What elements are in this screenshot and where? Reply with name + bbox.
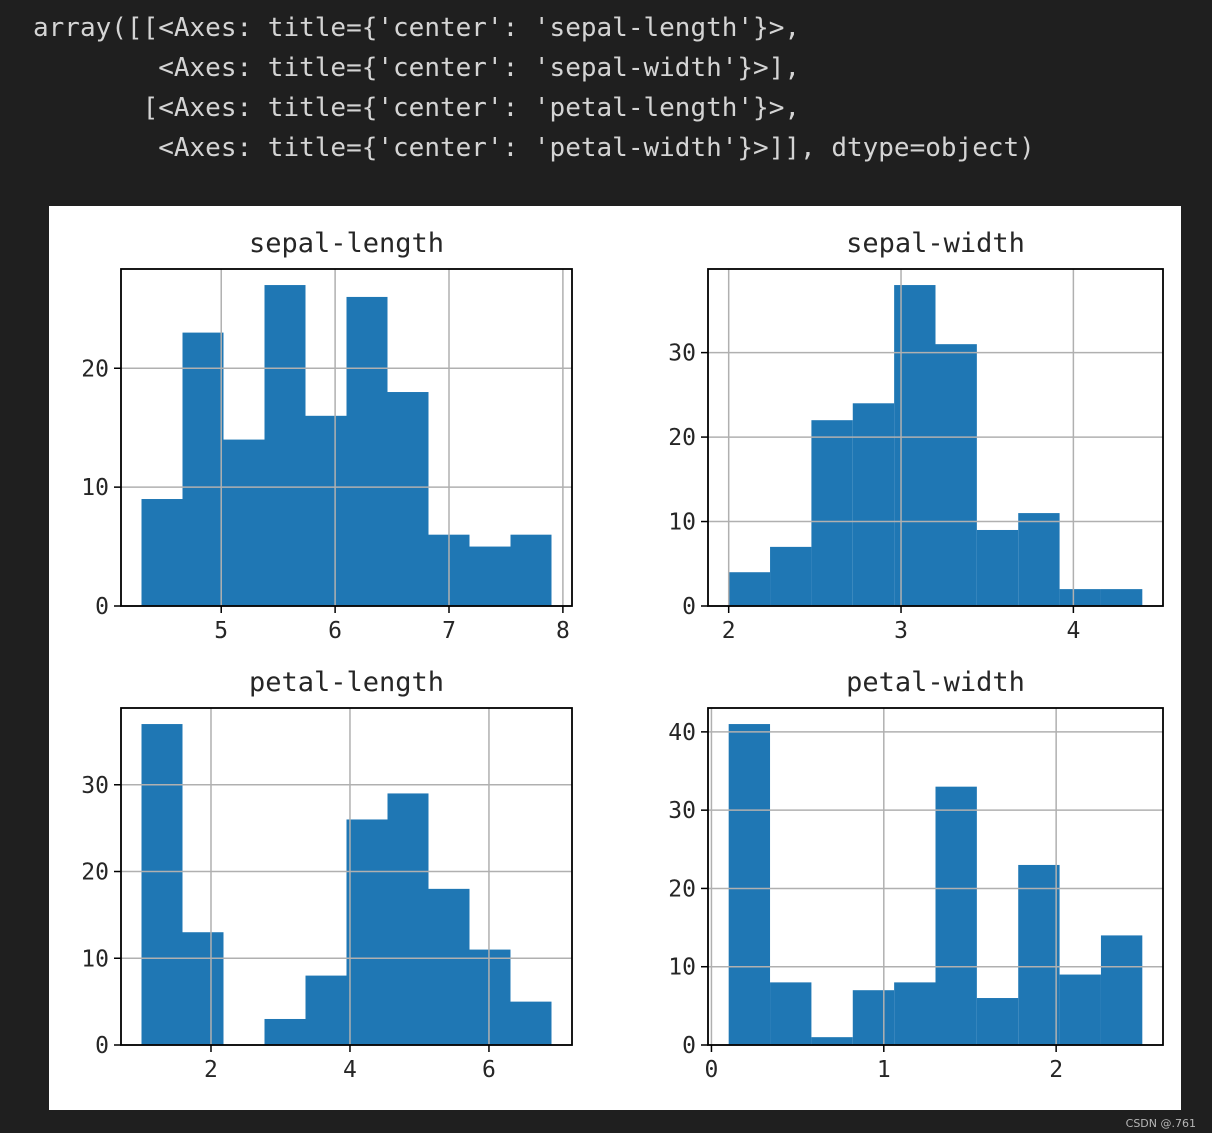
histogram-bar bbox=[894, 982, 936, 1045]
histogram-bar bbox=[346, 819, 388, 1045]
axes-frame bbox=[707, 707, 1164, 1046]
x-tick-label: 2 bbox=[1049, 1057, 1063, 1083]
x-tick-label: 3 bbox=[894, 618, 908, 644]
chart-title: petal-width bbox=[846, 667, 1025, 698]
histogram-sepal-length: 5 6 7 8 0 10 20 sepal-length bbox=[81, 228, 573, 644]
x-tick-label: 2 bbox=[722, 618, 736, 644]
y-tick-label: 10 bbox=[668, 955, 696, 981]
axes-frame bbox=[120, 707, 573, 1046]
histogram-bar bbox=[305, 415, 347, 606]
histogram-bar bbox=[305, 975, 347, 1045]
histogram-sepal-width: 2 3 4 0 10 20 30 sepal-width bbox=[668, 228, 1164, 644]
y-tick-label: 20 bbox=[81, 356, 109, 382]
x-tick-label: 6 bbox=[482, 1057, 496, 1083]
histogram-bar bbox=[935, 344, 977, 606]
histogram-figure: 5 6 7 8 0 10 20 sepal-length 2 3 4 0 10 20 30 sepal-wid… bbox=[49, 206, 1181, 1110]
histogram-bar bbox=[1018, 513, 1060, 606]
histogram-bar bbox=[141, 724, 183, 1045]
histogram-bar bbox=[811, 420, 853, 606]
chart-title: sepal-width bbox=[846, 228, 1025, 259]
y-tick-label: 20 bbox=[668, 876, 696, 902]
y-tick-label: 0 bbox=[95, 594, 109, 620]
x-tick-label: 1 bbox=[877, 1057, 891, 1083]
histogram-bar bbox=[469, 546, 511, 606]
cell-output-text: array([[<Axes: title={'center': 'sepal-l… bbox=[33, 8, 1035, 168]
y-tick-label: 20 bbox=[668, 425, 696, 451]
histogram-bar bbox=[264, 1018, 306, 1045]
y-tick-label: 0 bbox=[95, 1033, 109, 1059]
x-tick-label: 7 bbox=[442, 618, 456, 644]
y-tick-label: 10 bbox=[81, 475, 109, 501]
histogram-bar bbox=[1100, 589, 1143, 606]
x-tick-label: 2 bbox=[204, 1057, 218, 1083]
y-tick-label: 0 bbox=[682, 594, 696, 620]
x-tick-label: 5 bbox=[214, 618, 228, 644]
histogram-bar bbox=[770, 982, 812, 1045]
histogram-bar bbox=[387, 793, 429, 1045]
histogram-bar bbox=[1059, 589, 1101, 606]
histogram-bar bbox=[223, 439, 265, 606]
output-line: <Axes: title={'center': 'petal-width'}>]… bbox=[33, 133, 1035, 163]
histogram-petal-length: 2 4 6 0 10 20 30 petal-length bbox=[81, 667, 573, 1083]
y-tick-label: 10 bbox=[668, 510, 696, 536]
histogram-bar bbox=[1018, 864, 1060, 1045]
y-tick-label: 30 bbox=[668, 341, 696, 367]
chart-title: sepal-length bbox=[249, 228, 444, 259]
x-tick-label: 8 bbox=[556, 618, 570, 644]
y-tick-label: 40 bbox=[668, 720, 696, 746]
histogram-bar bbox=[852, 990, 895, 1045]
histogram-bar bbox=[1100, 935, 1143, 1045]
histogram-bar bbox=[1059, 974, 1101, 1045]
histogram-bar bbox=[469, 949, 511, 1045]
axes-frame bbox=[120, 268, 573, 607]
x-tick-label: 6 bbox=[328, 618, 342, 644]
histogram-bar bbox=[141, 499, 183, 606]
histogram-bar bbox=[852, 403, 895, 606]
histogram-bar bbox=[428, 888, 470, 1045]
histogram-bar bbox=[264, 285, 306, 606]
chart-title: petal-length bbox=[249, 667, 444, 698]
y-tick-label: 20 bbox=[81, 860, 109, 886]
histogram-bar bbox=[510, 534, 552, 606]
y-tick-label: 10 bbox=[81, 946, 109, 972]
output-line: array([[<Axes: title={'center': 'sepal-l… bbox=[33, 13, 801, 43]
y-tick-label: 30 bbox=[668, 798, 696, 824]
histogram-bar bbox=[728, 572, 771, 606]
histogram-bar bbox=[811, 1037, 853, 1045]
histogram-bar bbox=[182, 332, 224, 606]
histogram-bar bbox=[346, 296, 388, 606]
x-tick-label: 4 bbox=[1066, 618, 1080, 644]
x-tick-label: 4 bbox=[343, 1057, 357, 1083]
y-tick-label: 30 bbox=[81, 773, 109, 799]
histogram-bar bbox=[182, 932, 224, 1045]
watermark: CSDN @.761 bbox=[1125, 1117, 1196, 1130]
histogram-bar bbox=[387, 392, 429, 606]
output-line: [<Axes: title={'center': 'petal-length'}… bbox=[33, 93, 801, 123]
histogram-bar bbox=[510, 1001, 552, 1045]
histogram-bar bbox=[770, 546, 812, 606]
histogram-bar bbox=[976, 529, 1019, 606]
histogram-bar bbox=[935, 786, 977, 1045]
histogram-bar bbox=[728, 724, 771, 1045]
x-tick-label: 0 bbox=[705, 1057, 719, 1083]
y-tick-label: 0 bbox=[682, 1033, 696, 1059]
histogram-bar bbox=[976, 998, 1019, 1045]
output-line: <Axes: title={'center': 'sepal-width'}>]… bbox=[33, 53, 801, 83]
